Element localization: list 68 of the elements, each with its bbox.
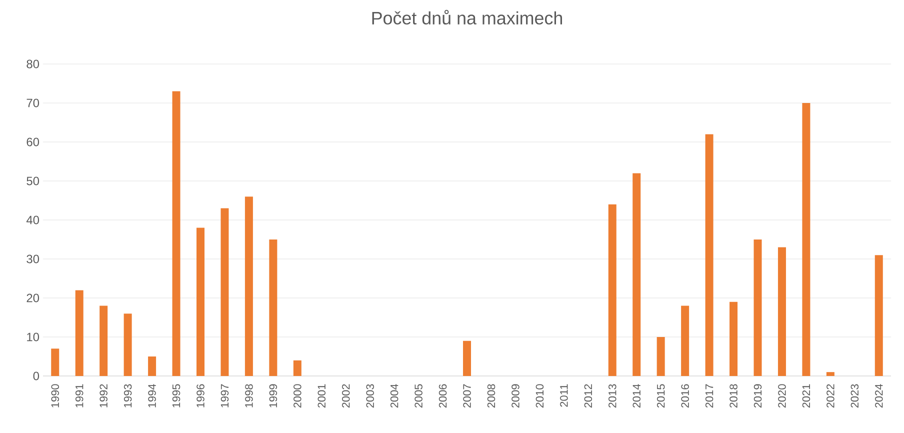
bar	[681, 306, 690, 376]
x-tick-label: 2001	[318, 384, 326, 408]
x-tick-label: 2000	[294, 384, 302, 408]
y-tick-label: 50	[26, 176, 40, 186]
x-tick-label: 1993	[124, 384, 132, 408]
bar	[754, 239, 762, 376]
x-tick-label: 2007	[463, 384, 471, 408]
x-tick-label: 2011	[560, 384, 568, 407]
y-tick-label: 40	[26, 216, 40, 224]
x-tick-label: 1998	[245, 384, 253, 408]
x-tick-label: 2022	[826, 384, 834, 408]
bar	[778, 247, 786, 376]
bar	[632, 173, 641, 376]
y-tick-label: 0	[33, 372, 40, 380]
bar	[75, 290, 84, 376]
bar	[220, 208, 229, 376]
y-tick-label: 60	[26, 138, 40, 146]
y-tick-label: 70	[26, 98, 40, 108]
y-tick-label: 10	[27, 332, 40, 342]
bar	[196, 228, 204, 376]
x-tick-label: 2004	[390, 384, 398, 408]
bar	[826, 372, 834, 376]
bar	[656, 336, 665, 376]
bar	[51, 348, 60, 376]
x-tick-label: 2002	[342, 384, 350, 408]
x-tick-label: 1990	[51, 384, 60, 408]
x-tick-label: 1991	[75, 384, 84, 408]
x-tick-label: 2024	[875, 384, 883, 408]
x-tick-label: 2009	[512, 384, 520, 408]
x-tick-label: 1992	[100, 384, 108, 408]
x-tick-label: 1997	[220, 384, 229, 408]
y-tick-label: 30	[26, 254, 40, 264]
bar	[608, 204, 616, 376]
x-tick-label: 2015	[656, 384, 665, 408]
bar	[148, 356, 156, 376]
x-tick-label: 2017	[705, 384, 714, 408]
x-tick-label: 2023	[850, 384, 859, 408]
bar	[124, 314, 132, 376]
bar	[802, 102, 810, 376]
x-tick-label: 2005	[414, 384, 422, 408]
x-tick-label: 2012	[584, 384, 592, 408]
x-tick-label: 2008	[487, 384, 496, 408]
bar	[100, 306, 108, 376]
x-tick-label: 2019	[754, 384, 762, 408]
x-tick-label: 1994	[148, 384, 156, 408]
bar	[293, 360, 302, 376]
x-tick-label: 1999	[269, 384, 278, 408]
x-tick-label: 2013	[608, 384, 616, 408]
x-tick-label: 2020	[778, 384, 786, 408]
bar	[244, 196, 253, 376]
bar	[269, 239, 278, 376]
bar	[705, 134, 714, 376]
chart-title: Počet dnů na maximech	[372, 10, 562, 24]
y-tick-label: 20	[26, 294, 40, 302]
x-tick-label: 2003	[366, 384, 374, 408]
x-tick-label: 2016	[681, 384, 689, 408]
bar	[172, 91, 180, 376]
x-tick-label: 2006	[438, 384, 447, 408]
x-tick-label: 2021	[802, 384, 810, 408]
bar	[730, 302, 738, 376]
x-tick-label: 2010	[536, 384, 544, 408]
x-tick-label: 2014	[632, 384, 640, 408]
x-tick-label: 1995	[172, 384, 180, 408]
bar	[463, 340, 472, 376]
x-tick-label: 2018	[730, 384, 738, 408]
bar	[874, 255, 883, 376]
y-tick-label: 80	[26, 60, 40, 68]
x-tick-label: 1996	[196, 384, 204, 408]
